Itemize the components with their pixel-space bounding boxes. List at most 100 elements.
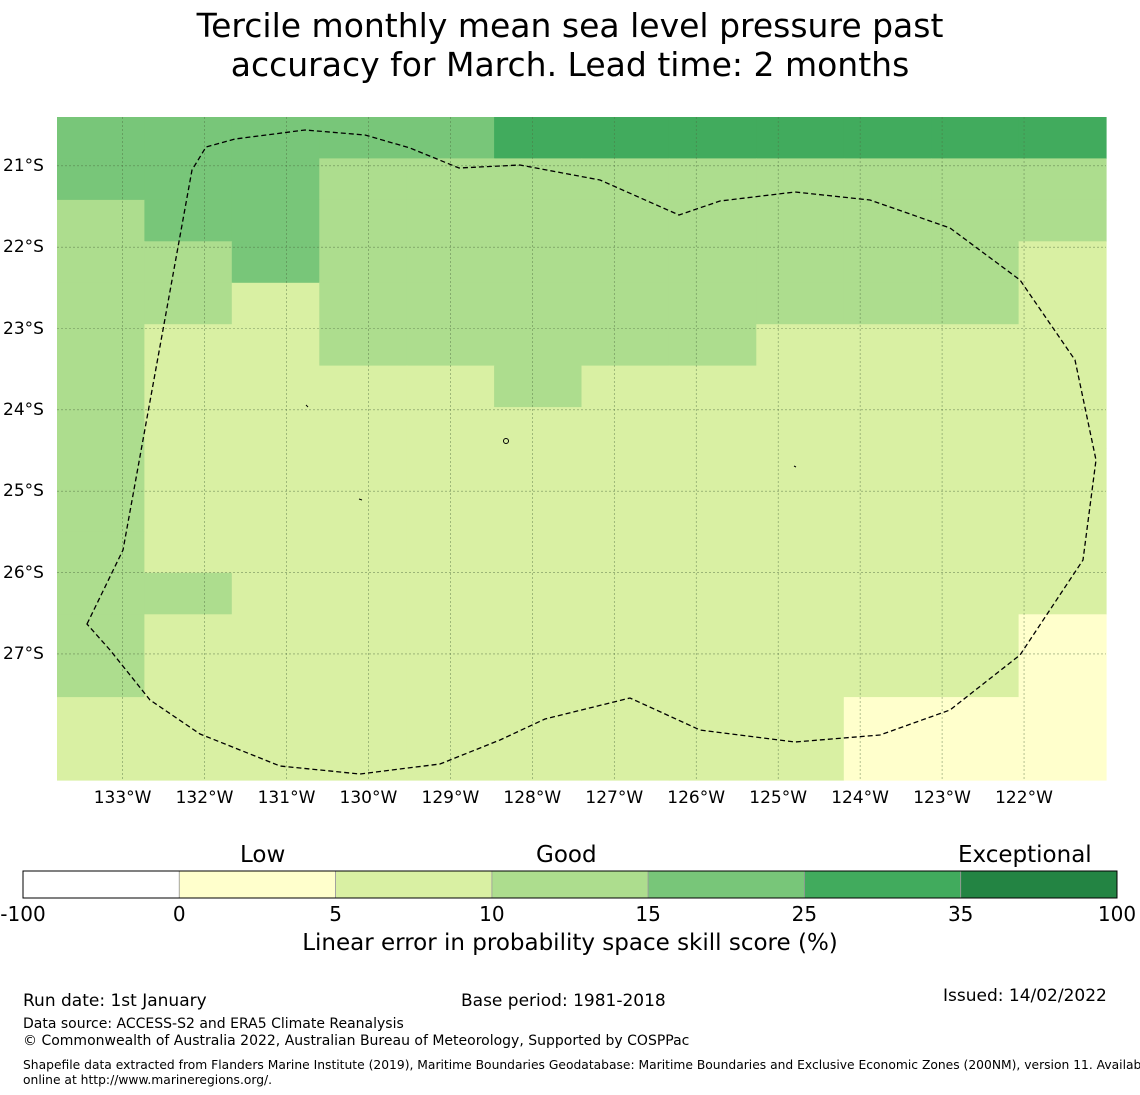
grid-cell (668, 158, 757, 201)
grid-cell (1018, 324, 1107, 367)
grid-cell (494, 655, 583, 698)
grid-cell (406, 655, 495, 698)
grid-cell (319, 572, 408, 615)
category-good-label: Good (536, 842, 597, 868)
grid-cell (319, 448, 408, 491)
grid-cell (231, 531, 320, 574)
grid-cell (581, 448, 670, 491)
category-low-label: Low (240, 842, 286, 868)
grid-cell (144, 199, 233, 242)
grid-cell (319, 282, 408, 325)
grid-cell (494, 324, 583, 367)
grid-cell (756, 572, 845, 615)
grid-cell (1018, 489, 1107, 532)
graticule-lines (57, 117, 1106, 780)
grid-cell (1018, 365, 1107, 408)
colorbar-label: Linear error in probability space skill … (302, 930, 838, 956)
x-tick-label: 123°W (913, 788, 971, 808)
grid-cell (931, 738, 1020, 781)
grid-cell (144, 407, 233, 450)
grid-cell (144, 241, 233, 284)
island-outline (305, 404, 309, 408)
colorbar-tick-label: 35 (947, 902, 974, 926)
grid-cell (756, 531, 845, 574)
grid-cell (668, 365, 757, 408)
grid-cell (1018, 407, 1107, 450)
grid-cell (319, 655, 408, 698)
colorbar-tick-label: 10 (479, 902, 505, 926)
grid-cell (494, 738, 583, 781)
grid-cell (931, 697, 1020, 740)
grid-cell (668, 697, 757, 740)
grid-cell (231, 614, 320, 657)
y-tick-label: 26°S (3, 562, 44, 583)
grid-cell (494, 572, 583, 615)
grid-cell (406, 489, 495, 532)
grid-cell (494, 489, 583, 532)
x-tick-label: 126°W (667, 788, 726, 808)
colorbar-segment (647, 870, 805, 899)
grid-cell (494, 365, 583, 408)
grid-cell (756, 365, 845, 408)
grid-cell (144, 365, 233, 408)
grid-cell (144, 117, 233, 159)
colorbar-segment (491, 870, 649, 899)
grid-cell (231, 199, 320, 242)
y-tick-label: 24°S (3, 399, 44, 420)
x-tick-label: 129°W (421, 788, 480, 808)
grid-cell (57, 448, 145, 491)
grid-cell (406, 448, 495, 491)
grid-cell (319, 697, 408, 740)
grid-cell (843, 531, 932, 574)
grid-cell (931, 531, 1020, 574)
grid-cell (931, 117, 1020, 159)
grid-cell (1018, 697, 1107, 740)
grid-cell (668, 489, 757, 532)
grid-cell (581, 324, 670, 367)
grid-cell (1018, 448, 1107, 491)
y-tick-label: 22°S (3, 237, 44, 258)
grid-cell (144, 697, 233, 740)
x-tick-label: 133°W (93, 788, 152, 808)
colorbar-segment (22, 870, 180, 899)
grid-cell (931, 407, 1020, 450)
grid-cell (494, 282, 583, 325)
grid-cell (231, 448, 320, 491)
grid-cell (581, 697, 670, 740)
grid-cell (581, 365, 670, 408)
grid-cell (406, 407, 495, 450)
chart-title: Tercile monthly mean sea level pressure … (0, 6, 1140, 84)
grid-cell (843, 324, 932, 367)
grid-cell (843, 655, 932, 698)
grid-cell (931, 365, 1020, 408)
base-period: Base period: 1981-2018 (461, 991, 666, 1011)
grid-cell (57, 614, 145, 657)
grid-cell (144, 572, 233, 615)
grid-cell (144, 282, 233, 325)
grid-cell (494, 531, 583, 574)
grid-cell (231, 572, 320, 615)
grid-cell (144, 738, 233, 781)
y-tick-label: 27°S (3, 643, 44, 664)
grid-cell (57, 697, 145, 740)
grid-cell (843, 199, 932, 242)
grid-cell (756, 655, 845, 698)
grid-cell (144, 448, 233, 491)
grid-cell (756, 158, 845, 201)
grid-cell (406, 158, 495, 201)
colorbar-segment (804, 870, 962, 899)
grid-cell (319, 324, 408, 367)
shapefile-credit-line-1: Shapefile data extracted from Flanders M… (23, 1058, 1140, 1072)
grid-cell (668, 531, 757, 574)
x-tick-label: 131°W (257, 788, 316, 808)
grid-cell (494, 199, 583, 242)
grid-cell (581, 282, 670, 325)
grid-cell (668, 199, 757, 242)
grid-cell (1018, 241, 1107, 284)
data-source: Data source: ACCESS-S2 and ERA5 Climate … (23, 1016, 404, 1032)
grid-cell (668, 407, 757, 450)
grid-cell (319, 614, 408, 657)
grid-cell (756, 738, 845, 781)
grid-cell (668, 241, 757, 284)
grid-cell (406, 697, 495, 740)
